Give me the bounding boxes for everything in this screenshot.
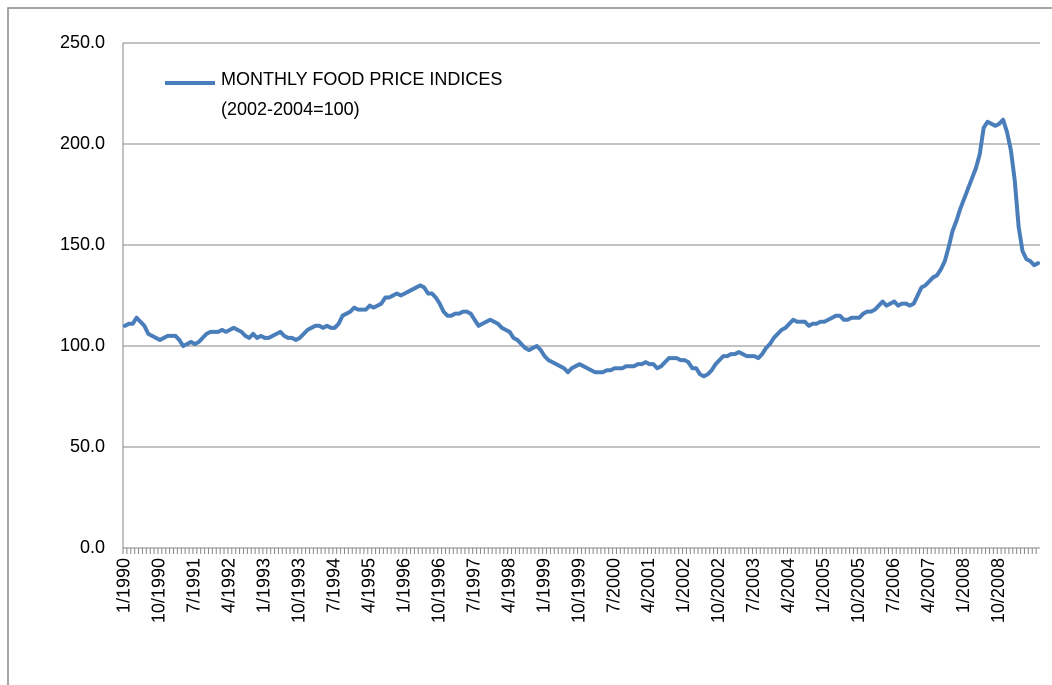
x-tick-label: 10/2008	[988, 558, 1008, 623]
data-line	[122, 117, 1041, 379]
y-tick-label: 50.0	[70, 436, 105, 456]
x-tick-label: 4/1995	[358, 558, 378, 613]
x-tick-label: 4/2001	[638, 558, 658, 613]
chart-border	[7, 7, 1052, 685]
legend-label: MONTHLY FOOD PRICE INDICES (2002-2004=10…	[221, 69, 503, 119]
x-tick-label: 10/1993	[289, 558, 309, 623]
x-tick-label: 7/1997	[463, 558, 483, 613]
x-tick-label: 1/1996	[393, 558, 413, 613]
x-tick-label: 1/2005	[813, 558, 833, 613]
x-tick-label: 4/1992	[219, 558, 239, 613]
x-tick-label: 1/1999	[533, 558, 553, 613]
x-tick-label: 10/1990	[149, 558, 169, 623]
x-tick-label: 1/1993	[254, 558, 274, 613]
x-tick-label: 4/1998	[498, 558, 518, 613]
y-tick-label: 0.0	[80, 537, 105, 557]
x-tick-label: 7/1991	[184, 558, 204, 613]
x-tick-label: 10/2005	[848, 558, 868, 623]
x-tick-label: 7/2006	[883, 558, 903, 613]
x-tick-label: 1/2002	[673, 558, 693, 613]
y-tick-label: 200.0	[60, 133, 105, 153]
x-tick-label: 10/1996	[428, 558, 448, 623]
y-tick-label: 250.0	[60, 32, 105, 52]
x-tick-label: 1/2008	[953, 558, 973, 613]
x-tick-label: 7/2000	[603, 558, 623, 613]
x-tick-label: 10/2002	[708, 558, 728, 623]
x-tick-label: 10/1999	[568, 558, 588, 623]
x-tick-label: 4/2004	[778, 558, 798, 613]
y-tick-label: 150.0	[60, 234, 105, 254]
x-tick-label: 7/2003	[743, 558, 763, 613]
x-tick-label: 7/1994	[324, 558, 344, 613]
x-tick-label: 4/2007	[918, 558, 938, 613]
x-tick-label: 1/1990	[114, 558, 134, 613]
y-tick-label: 100.0	[60, 335, 105, 355]
